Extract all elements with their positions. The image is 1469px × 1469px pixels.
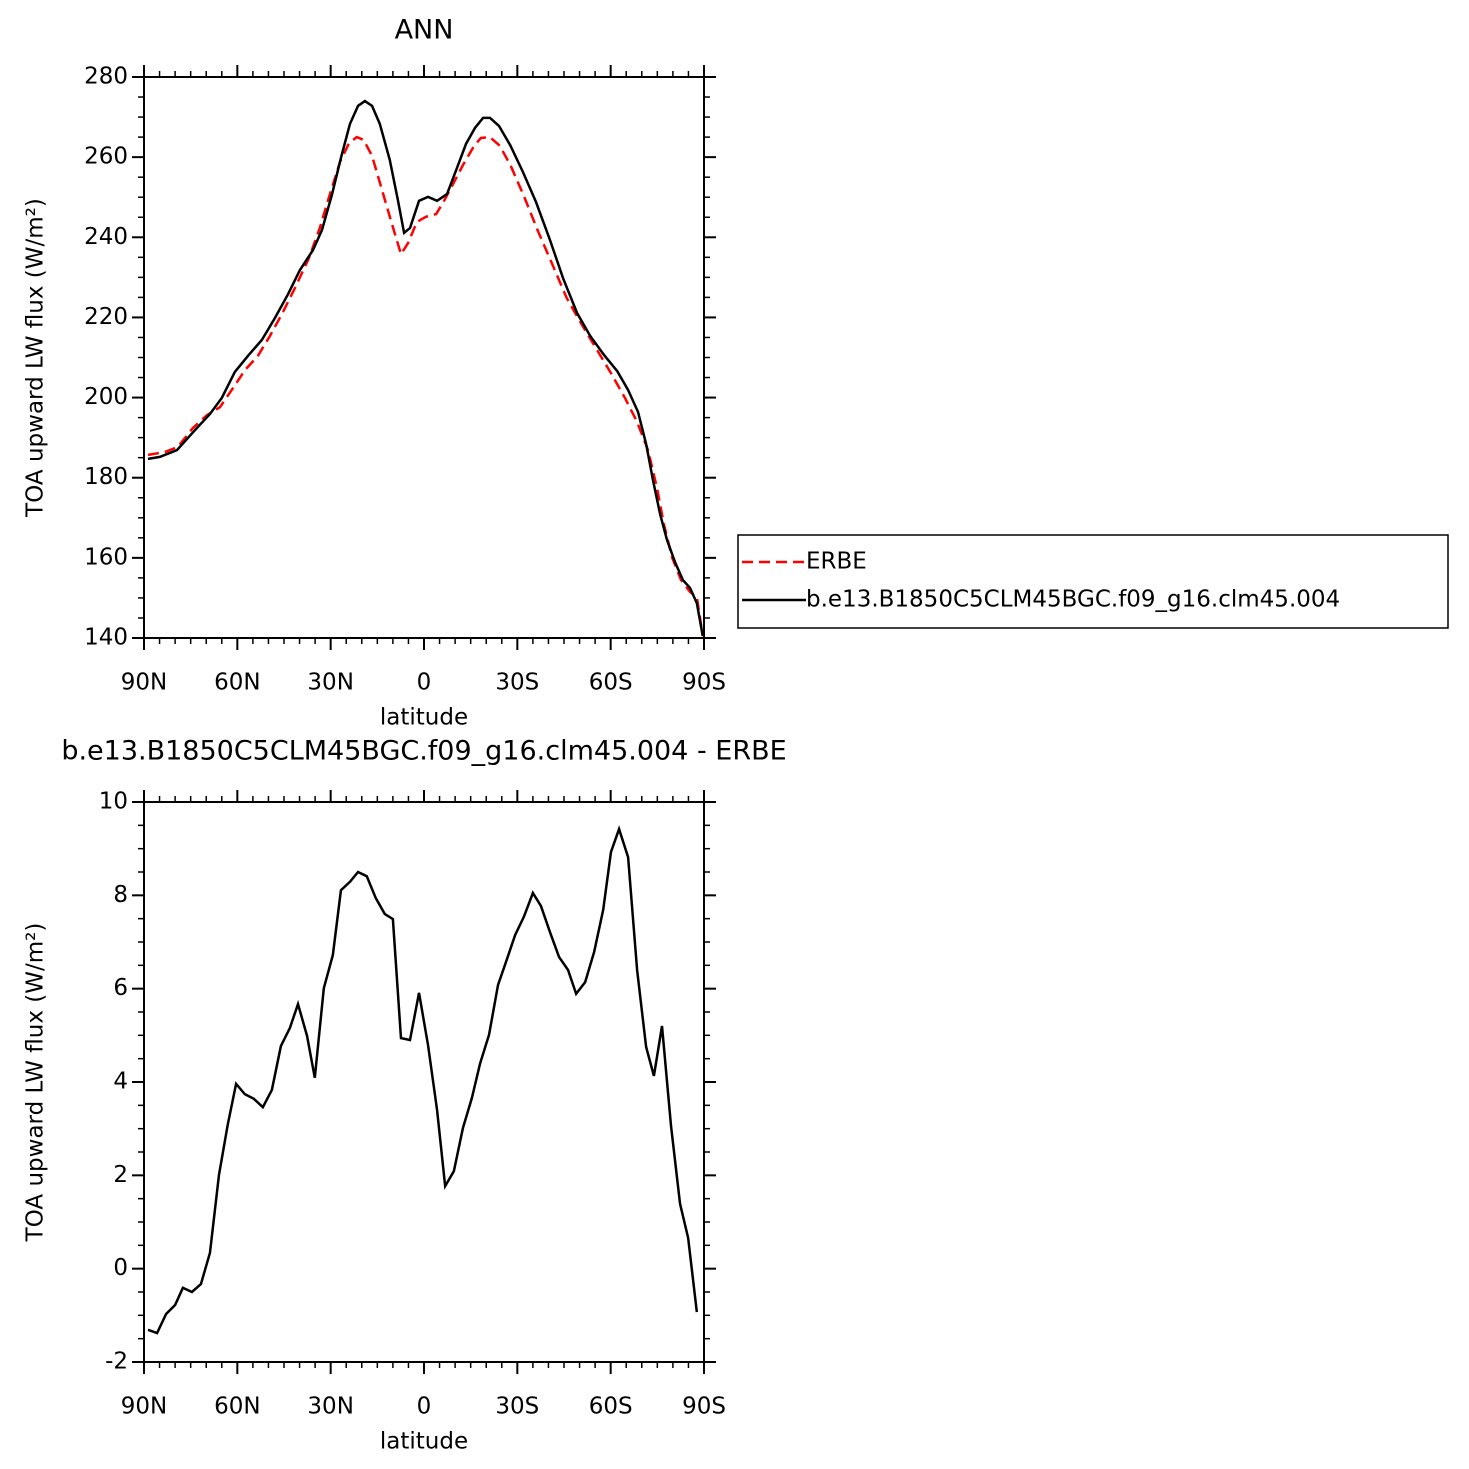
plot-frame	[143, 76, 705, 639]
y-tick-label: -2	[105, 1349, 128, 1375]
x-tick-label: 30S	[495, 1394, 539, 1420]
data-line	[147, 135, 704, 637]
data-line	[147, 825, 699, 1335]
y-tick-label: 6	[113, 975, 128, 1001]
x-tick-label: 90N	[121, 1394, 167, 1420]
y-tick-label: 260	[84, 144, 128, 170]
y-tick-label: 8	[113, 882, 128, 908]
chart-title: b.e13.B1850C5CLM45BGC.f09_g16.clm45.004 …	[61, 736, 786, 767]
legend: ERBE b.e13.B1850C5CLM45BGC.f09_g16.clm45.…	[737, 534, 1449, 629]
x-tick-label: 30S	[495, 670, 539, 696]
y-tick-label: 200	[84, 384, 128, 410]
x-tick-label: 90S	[682, 1394, 726, 1420]
x-tick-label: 90N	[121, 670, 167, 696]
y-tick-label: 0	[113, 1255, 128, 1281]
chart-title: ANN	[395, 15, 454, 46]
y-axis-label: TOA upward LW flux (W/m²)	[23, 198, 49, 518]
x-tick-label: 60S	[589, 1394, 633, 1420]
y-tick-label: 4	[113, 1069, 128, 1095]
y-tick-label: 2	[113, 1162, 128, 1188]
y-tick-label: 280	[84, 64, 128, 90]
y-tick-label: 160	[84, 544, 128, 570]
y-tick-label: 10	[99, 789, 128, 815]
x-tick-label: 60N	[214, 670, 260, 696]
x-tick-label: 30N	[307, 670, 353, 696]
plot-frame	[143, 801, 705, 1363]
x-tick-label: 60N	[214, 1394, 260, 1420]
y-tick-label: 180	[84, 464, 128, 490]
y-axis-label: TOA upward LW flux (W/m²)	[23, 923, 49, 1243]
x-tick-label: 30N	[307, 1394, 353, 1420]
y-tick-label: 240	[84, 224, 128, 250]
x-tick-label: 60S	[589, 670, 633, 696]
y-tick-label: 220	[84, 304, 128, 330]
legend-frame	[737, 534, 1449, 629]
x-tick-label: 0	[417, 670, 432, 696]
x-tick-label: 0	[417, 1394, 432, 1420]
x-tick-label: 90S	[682, 670, 726, 696]
data-line	[147, 99, 704, 637]
legend-label: b.e13.B1850C5CLM45BGC.f09_g16.clm45.004	[806, 587, 1340, 613]
legend-label: ERBE	[806, 549, 867, 575]
x-axis-label: latitude	[380, 705, 468, 731]
y-tick-label: 140	[84, 625, 128, 651]
x-axis-label: latitude	[380, 1429, 468, 1455]
